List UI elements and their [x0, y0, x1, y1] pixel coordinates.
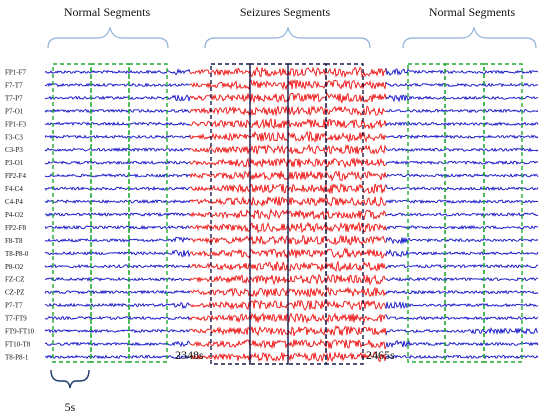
eeg-trace-normal — [385, 160, 539, 166]
channel-label: CZ-PZ — [5, 289, 24, 297]
eeg-trace-normal — [44, 276, 191, 282]
eeg-trace-normal — [44, 82, 191, 88]
eeg-trace-normal — [385, 289, 539, 295]
channel-label: P4-O2 — [5, 211, 24, 219]
normal-window-right-3 — [483, 63, 523, 363]
eeg-trace-normal — [385, 121, 539, 127]
channel-label: P8-O2 — [5, 263, 24, 271]
eeg-trace-normal — [385, 339, 539, 349]
eeg-trace-normal — [44, 199, 191, 205]
normal-segments-left-title: Normal Segments — [64, 5, 151, 19]
eeg-trace-normal — [44, 340, 191, 348]
eeg-trace-normal — [385, 236, 539, 245]
eeg-trace-normal — [44, 94, 191, 102]
eeg-trace-normal — [44, 289, 191, 295]
eeg-trace-normal — [44, 68, 191, 76]
channel-label: F3-C3 — [5, 133, 23, 141]
seizure-window-2 — [249, 63, 289, 365]
window-length-brace — [50, 369, 90, 389]
channel-label: FT9-FT10 — [5, 328, 35, 336]
normal-window-right-2 — [444, 63, 485, 363]
channel-label: FZ-CZ — [5, 276, 24, 284]
channel-label: F8-T8 — [5, 237, 23, 245]
channel-label: P7-T7 — [5, 302, 23, 310]
eeg-trace-normal — [385, 184, 539, 192]
eeg-trace-normal — [385, 224, 539, 231]
normal-segments-right-title: Normal Segments — [429, 5, 516, 19]
eeg-trace-normal — [386, 276, 539, 282]
eeg-trace-normal — [44, 108, 191, 114]
seizure-end-time: 2465s — [366, 348, 395, 362]
brace-normal-right — [402, 25, 537, 49]
eeg-trace-normal — [44, 354, 191, 360]
channel-label: P3-O1 — [5, 159, 24, 167]
eeg-trace-normal — [385, 108, 539, 114]
channel-label: F7-T7 — [5, 82, 23, 90]
channel-label: FP2-F8 — [5, 224, 27, 232]
top-braces — [47, 25, 537, 49]
eeg-trace-normal — [44, 224, 190, 230]
eeg-trace-normal — [44, 173, 191, 179]
eeg-trace-normal — [44, 302, 191, 310]
eeg-trace-normal — [385, 263, 539, 269]
eeg-trace-normal — [385, 212, 539, 217]
eeg-trace-normal — [44, 236, 191, 244]
channel-label: T8-P8-1 — [5, 353, 29, 361]
eeg-trace-normal — [385, 147, 539, 153]
eeg-trace-normal — [44, 212, 191, 217]
eeg-trace-normal — [385, 199, 539, 205]
channel-label: F4-C4 — [5, 185, 23, 193]
channel-label: T8-P8-0 — [5, 250, 29, 258]
eeg-trace-normal — [385, 68, 539, 76]
channel-label: T7-FT9 — [5, 315, 27, 323]
eeg-trace-normal — [44, 328, 191, 334]
channel-label: FP1-F3 — [5, 120, 27, 128]
eeg-traces — [44, 66, 539, 363]
channel-label: C3-P3 — [5, 146, 23, 154]
seizure-window-3 — [287, 63, 327, 365]
window-length-label: 5s — [65, 400, 76, 414]
eeg-trace-normal — [44, 147, 191, 153]
eeg-trace-normal — [385, 314, 539, 321]
seizure-windows — [210, 63, 364, 365]
eeg-trace-normal — [385, 248, 539, 258]
channel-label: FT10-T8 — [5, 340, 31, 348]
eeg-trace-normal — [385, 354, 539, 360]
eeg-trace-normal — [385, 301, 539, 310]
eeg-trace-normal — [44, 249, 191, 258]
brace-seizure — [204, 25, 371, 49]
channel-label: P7-O1 — [5, 107, 24, 115]
eeg-trace-normal — [44, 134, 191, 139]
eeg-trace-normal — [44, 315, 191, 321]
channel-label: T7-P7 — [5, 94, 23, 102]
eeg-trace-normal — [44, 186, 191, 191]
normal-windows — [52, 63, 523, 363]
eeg-trace-normal — [44, 263, 191, 269]
eeg-trace-normal — [385, 81, 539, 88]
eeg-trace-normal — [385, 94, 539, 103]
eeg-trace-normal — [44, 121, 191, 127]
eeg-trace-normal — [385, 327, 539, 336]
seizure-start-time: 2348s — [175, 348, 204, 362]
eeg-trace-normal — [44, 160, 191, 165]
brace-normal-left — [47, 25, 169, 49]
seizure-segments-title: Seizures Segments — [240, 5, 331, 19]
channel-labels: FP1-F7 F7-T7 T7-P7 P7-O1 FP1-F3 F3-C3 C3-P3 P3-… — [5, 69, 35, 362]
channel-label: FP1-F7 — [5, 69, 27, 77]
eeg-trace-normal — [385, 134, 539, 140]
eeg-trace-normal — [385, 173, 539, 178]
channel-label: C4-P4 — [5, 198, 23, 206]
channel-label: FP2-F4 — [5, 172, 27, 180]
